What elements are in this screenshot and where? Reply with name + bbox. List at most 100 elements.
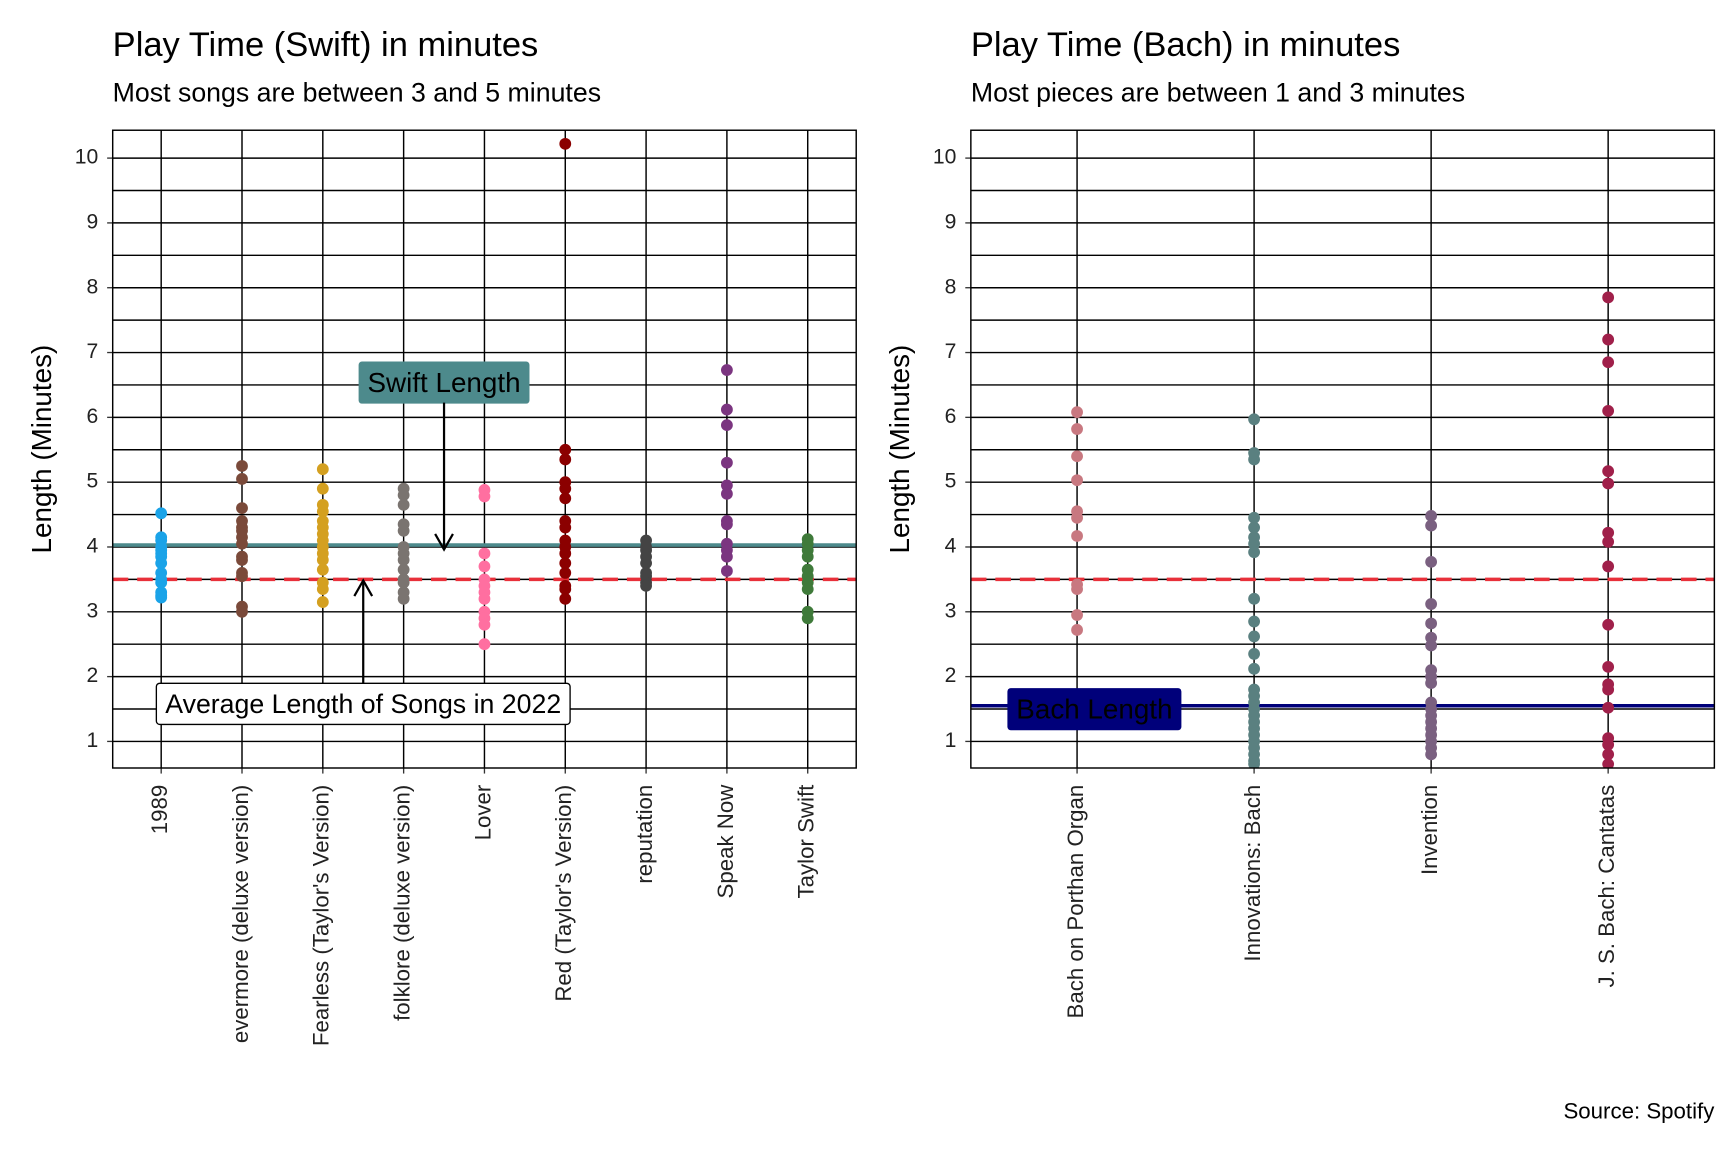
point bbox=[236, 570, 248, 583]
point bbox=[559, 453, 572, 466]
point bbox=[1602, 618, 1615, 631]
y-tick-label: 5 bbox=[86, 470, 98, 493]
point bbox=[397, 524, 410, 537]
point bbox=[316, 463, 329, 476]
point bbox=[559, 137, 572, 150]
y-tick-label: 5 bbox=[945, 470, 957, 493]
point bbox=[397, 489, 410, 502]
point bbox=[1248, 662, 1260, 675]
point bbox=[397, 576, 410, 589]
point bbox=[801, 612, 814, 625]
panel-border bbox=[970, 129, 1716, 769]
plot-area bbox=[112, 130, 857, 768]
point bbox=[316, 583, 329, 596]
y-tick-label: 4 bbox=[945, 535, 957, 558]
point bbox=[1248, 546, 1260, 559]
point bbox=[559, 492, 572, 505]
point bbox=[1425, 677, 1438, 689]
point bbox=[1071, 530, 1083, 542]
point bbox=[1602, 660, 1615, 673]
point bbox=[1071, 423, 1083, 435]
point bbox=[236, 473, 248, 485]
point bbox=[478, 547, 491, 560]
point bbox=[1425, 617, 1438, 630]
point bbox=[1248, 521, 1260, 534]
point bbox=[1071, 609, 1083, 621]
point bbox=[1071, 450, 1083, 463]
y-tick-label: 10 bbox=[75, 146, 99, 169]
point bbox=[397, 554, 410, 566]
y-tick-label: 7 bbox=[945, 340, 957, 363]
point bbox=[1248, 511, 1260, 524]
point bbox=[1602, 738, 1615, 751]
point bbox=[1248, 758, 1260, 768]
point bbox=[1602, 701, 1615, 714]
annotation-label: Average Length of Songs in 2022 bbox=[165, 689, 561, 719]
point bbox=[1248, 537, 1260, 550]
y-tick-label: 3 bbox=[86, 599, 98, 622]
point bbox=[559, 521, 572, 534]
point bbox=[397, 563, 410, 576]
chart-subtitle: Most songs are between 3 and 5 minutes bbox=[113, 78, 601, 108]
point bbox=[721, 518, 733, 531]
point bbox=[1425, 555, 1438, 568]
point bbox=[236, 537, 248, 550]
point bbox=[721, 565, 733, 577]
point bbox=[478, 560, 491, 573]
x-tick-label: 1989 bbox=[147, 785, 172, 835]
y-tick-label: 4 bbox=[86, 535, 98, 558]
point bbox=[721, 419, 733, 432]
point bbox=[1602, 758, 1615, 768]
point bbox=[236, 554, 248, 566]
arrow-head bbox=[353, 578, 374, 597]
y-tick-label: 8 bbox=[86, 275, 98, 298]
x-tick-label: Fearless (Taylor's Version) bbox=[309, 785, 334, 1046]
x-tick-label: Speak Now bbox=[713, 784, 738, 899]
point bbox=[1071, 474, 1083, 487]
point bbox=[236, 460, 248, 472]
y-tick-label: 3 bbox=[945, 599, 957, 622]
point bbox=[1248, 630, 1260, 643]
point bbox=[316, 505, 329, 518]
point bbox=[478, 592, 491, 605]
annotation-box bbox=[358, 361, 530, 404]
point bbox=[155, 576, 168, 589]
y-tick-label: 6 bbox=[86, 405, 98, 428]
point bbox=[155, 557, 168, 570]
point bbox=[559, 482, 572, 495]
y-tick-label: 10 bbox=[933, 146, 957, 169]
point bbox=[1425, 748, 1438, 761]
point bbox=[478, 618, 491, 631]
panel-border bbox=[111, 129, 857, 769]
point bbox=[1602, 535, 1615, 548]
point bbox=[721, 364, 733, 376]
point bbox=[559, 443, 572, 456]
point bbox=[1602, 465, 1615, 478]
point bbox=[1602, 526, 1615, 539]
caption: Source: Spotify bbox=[1563, 1099, 1715, 1124]
x-tick-label: folklore (deluxe version) bbox=[390, 785, 415, 1021]
point bbox=[721, 487, 733, 500]
x-tick-label: J. S. Bach: Cantatas bbox=[1594, 785, 1619, 988]
chart-title: Play Time (Bach) in minutes bbox=[971, 26, 1400, 64]
point bbox=[559, 592, 572, 605]
annotation-label: Bach Length bbox=[1016, 694, 1172, 725]
point bbox=[721, 456, 733, 469]
point bbox=[316, 596, 329, 608]
point bbox=[559, 567, 572, 579]
chart-title: Play Time (Swift) in minutes bbox=[113, 26, 539, 64]
point bbox=[1071, 406, 1083, 419]
point bbox=[1248, 615, 1260, 628]
point bbox=[155, 507, 168, 520]
point bbox=[801, 550, 814, 563]
point bbox=[801, 583, 814, 596]
point bbox=[397, 592, 410, 605]
point bbox=[1425, 509, 1438, 522]
annotation-label: Swift Length bbox=[368, 367, 521, 398]
y-tick-label: 1 bbox=[86, 729, 98, 752]
y-tick-label: 1 bbox=[945, 729, 957, 752]
point bbox=[316, 554, 329, 566]
point bbox=[1071, 511, 1083, 524]
point bbox=[478, 638, 491, 651]
x-tick-label: reputation bbox=[632, 785, 657, 884]
